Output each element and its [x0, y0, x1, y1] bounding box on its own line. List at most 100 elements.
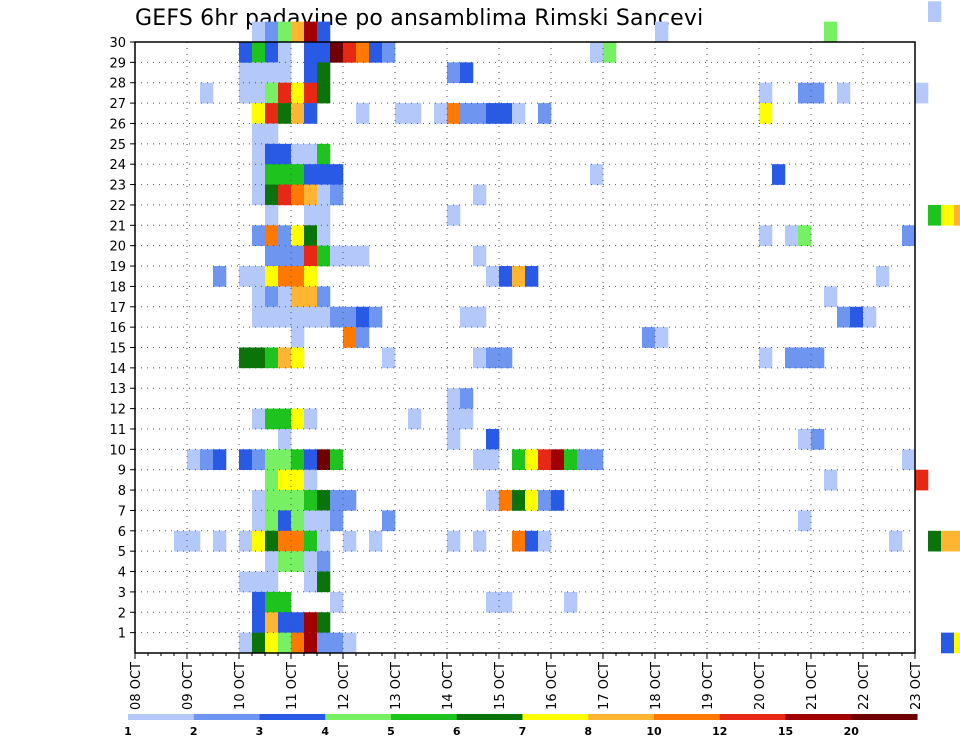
heatmap-cell	[252, 408, 266, 430]
heatmap-cell	[265, 62, 279, 84]
heatmap-cell	[876, 266, 890, 287]
heatmap-cell	[317, 62, 331, 84]
heatmap-cell	[200, 449, 214, 470]
heatmap-cell	[759, 103, 773, 124]
heatmap-cell	[369, 306, 383, 328]
heatmap-cell	[317, 21, 331, 43]
heatmap-cell	[330, 306, 344, 328]
y-tick-label: 24	[109, 158, 126, 173]
heatmap-cell	[291, 632, 305, 654]
colorbar-swatch	[193, 714, 260, 720]
heatmap-cell	[460, 62, 474, 84]
heatmap-cell	[265, 103, 279, 124]
heatmap-cell	[499, 103, 513, 124]
heatmap-cell	[265, 469, 279, 491]
heatmap-cell	[304, 510, 318, 532]
heatmap-cell	[447, 408, 461, 430]
heatmap-cell	[317, 612, 331, 633]
heatmap-cell	[304, 632, 318, 654]
heatmap-cell	[278, 266, 292, 287]
colorbar-swatch	[588, 714, 655, 720]
colorbar-swatch	[719, 714, 786, 720]
heatmap-cell	[265, 123, 279, 145]
heatmap-cell	[265, 82, 279, 104]
colorbar-label: 8	[584, 725, 592, 738]
heatmap-cell	[187, 530, 201, 552]
heatmap-cell	[837, 306, 851, 328]
y-tick-label: 13	[109, 382, 126, 397]
heatmap-cell	[330, 42, 344, 63]
colorbar-label: 6	[453, 725, 461, 738]
heatmap-cell	[252, 62, 266, 84]
y-tick-label: 18	[109, 280, 126, 295]
colorbar-label: 2	[190, 725, 198, 738]
heatmap-cell	[252, 266, 266, 287]
heatmap-cell	[239, 530, 253, 552]
heatmap-cell	[304, 164, 318, 185]
heatmap-cell	[343, 245, 357, 267]
y-tick-label: 2	[118, 606, 126, 621]
heatmap-cell	[304, 571, 318, 593]
colorbar-label: 4	[321, 725, 329, 738]
heatmap-cell	[460, 306, 474, 328]
heatmap-cell	[265, 266, 279, 287]
heatmap-cell	[785, 225, 799, 246]
heatmap-cell	[291, 82, 305, 104]
heatmap-cell	[824, 469, 838, 491]
y-tick-label: 26	[109, 117, 126, 132]
heatmap-cell	[850, 306, 864, 328]
heatmap-cell	[317, 225, 331, 246]
heatmap-cell	[655, 327, 669, 348]
heatmap-cell	[291, 143, 305, 165]
heatmap-cell	[304, 612, 318, 633]
y-tick-label: 27	[109, 97, 126, 112]
heatmap-cell	[941, 632, 955, 654]
heatmap-cell	[486, 591, 500, 613]
heatmap-cell	[473, 449, 487, 470]
heatmap-cell	[239, 571, 253, 593]
heatmap-cell	[369, 530, 383, 552]
heatmap-cell	[265, 408, 279, 430]
heatmap-cell	[265, 204, 279, 226]
heatmap-cell	[590, 449, 604, 470]
heatmap-cell	[811, 82, 825, 104]
heatmap-cell	[291, 225, 305, 246]
heatmap-cell	[538, 103, 552, 124]
heatmap-cell	[291, 103, 305, 124]
heatmap-cell	[330, 632, 344, 654]
heatmap-cell	[564, 591, 578, 613]
heatmap-cell	[291, 306, 305, 328]
heatmap-cell	[759, 347, 773, 369]
heatmap-cell	[252, 21, 266, 43]
heatmap-cell	[252, 449, 266, 470]
heatmap-cell	[785, 347, 799, 369]
y-tick-label: 20	[109, 240, 126, 255]
heatmap-cell	[356, 327, 370, 348]
heatmap-cell	[278, 449, 292, 470]
heatmap-cell	[330, 510, 344, 532]
heatmap-cell	[239, 347, 253, 369]
heatmap-cell	[447, 204, 461, 226]
heatmap-cell	[265, 306, 279, 328]
x-tick-label: 10 OCT	[233, 662, 248, 710]
heatmap-cell	[902, 225, 916, 246]
heatmap-cell	[265, 225, 279, 246]
y-tick-label: 30	[109, 36, 126, 51]
heatmap-cell	[252, 347, 266, 369]
heatmap-cell	[343, 42, 357, 63]
heatmap-cell	[343, 327, 357, 348]
heatmap-cell	[811, 428, 825, 450]
heatmap-cell	[278, 164, 292, 185]
heatmap-cell	[304, 408, 318, 430]
heatmap-cell	[343, 306, 357, 328]
heatmap-cell	[798, 510, 812, 532]
heatmap-cell	[304, 449, 318, 470]
heatmap-cell	[447, 388, 461, 409]
colorbar-label: 10	[646, 725, 662, 738]
heatmap-cell	[265, 184, 279, 206]
heatmap-cell	[265, 21, 279, 43]
heatmap-cell	[265, 612, 279, 633]
heatmap-cell	[928, 530, 942, 552]
x-tick-label: 15 OCT	[493, 662, 508, 710]
